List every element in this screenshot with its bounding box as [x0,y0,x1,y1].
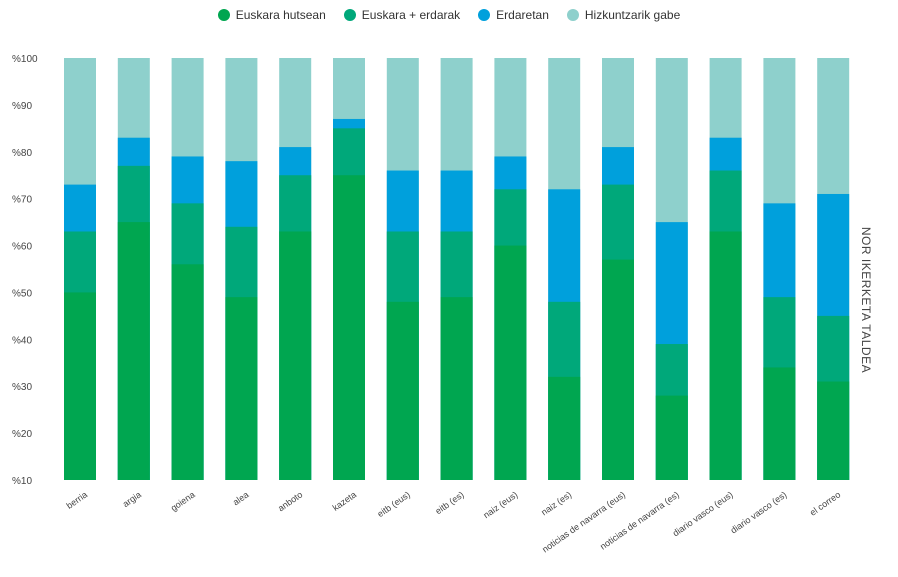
chart-legend: Euskara hutsean Euskara + erdarak Erdareta… [0,4,898,26]
x-tick-label: kazeta [331,489,358,512]
y-tick-label: %80 [12,148,32,159]
x-tick-label: naiz (es) [539,489,573,517]
legend-label: Euskara hutsean [235,8,326,22]
legend-label: Euskara + erdarak [361,8,461,22]
x-tick-label: diario vasco (es) [729,489,789,535]
x-tick-label: goiena [169,489,197,513]
y-tick-label: %30 [12,382,32,393]
y-tick-label: %90 [12,101,32,112]
bar-segment [386,301,419,480]
y-tick-label: %10 [12,476,32,487]
x-tick-label: diario vasco (eus) [671,489,735,538]
y-tick-label: %70 [12,195,32,206]
legend-label: Erdaretan [496,8,549,22]
bar-segment [333,175,365,480]
x-tick-label: el correo [808,489,842,517]
legend-swatch [478,9,491,21]
y-tick-label: %50 [12,288,32,299]
legend-item: Hizkuntzarik gabe [566,8,681,22]
bar-segment [494,245,527,480]
y-tick-label: %20 [12,429,32,440]
bar-segment [279,231,312,480]
legend-item: Euskara + erdarak [343,8,461,22]
legend-swatch [566,9,579,21]
y-tick-label: %60 [12,242,32,253]
x-tick-label: eitb (es) [433,489,465,516]
bar-segment [440,297,473,480]
x-tick-label: anboto [276,489,304,513]
x-tick-label: berria [65,489,90,510]
bar-segment [655,395,688,480]
bar-segment [64,292,96,480]
legend-swatch [343,9,356,21]
bar-segment [709,231,742,480]
y-tick-label: %40 [12,335,32,346]
legend-swatch [217,9,230,21]
bar-segment [602,259,634,480]
bar-segment [117,222,150,480]
legend-item: Euskara hutsean [217,8,326,22]
bar-segment [817,381,850,480]
y-tick-label: %100 [12,54,38,65]
x-tick-label: alea [231,489,251,507]
x-tick-label: naiz (eus) [481,489,519,520]
bar-segment [548,376,581,480]
x-tick-label: eitb (eus) [375,489,411,519]
bar-segment [225,297,258,480]
x-tick-label: argia [121,489,143,509]
bar-segment [171,264,204,480]
bar-segment [763,367,796,480]
side-credit-label: NOR IKERKETA TALDEA [859,226,873,374]
legend-label: Hizkuntzarik gabe [584,8,681,22]
legend-item: Erdaretan [478,8,549,22]
